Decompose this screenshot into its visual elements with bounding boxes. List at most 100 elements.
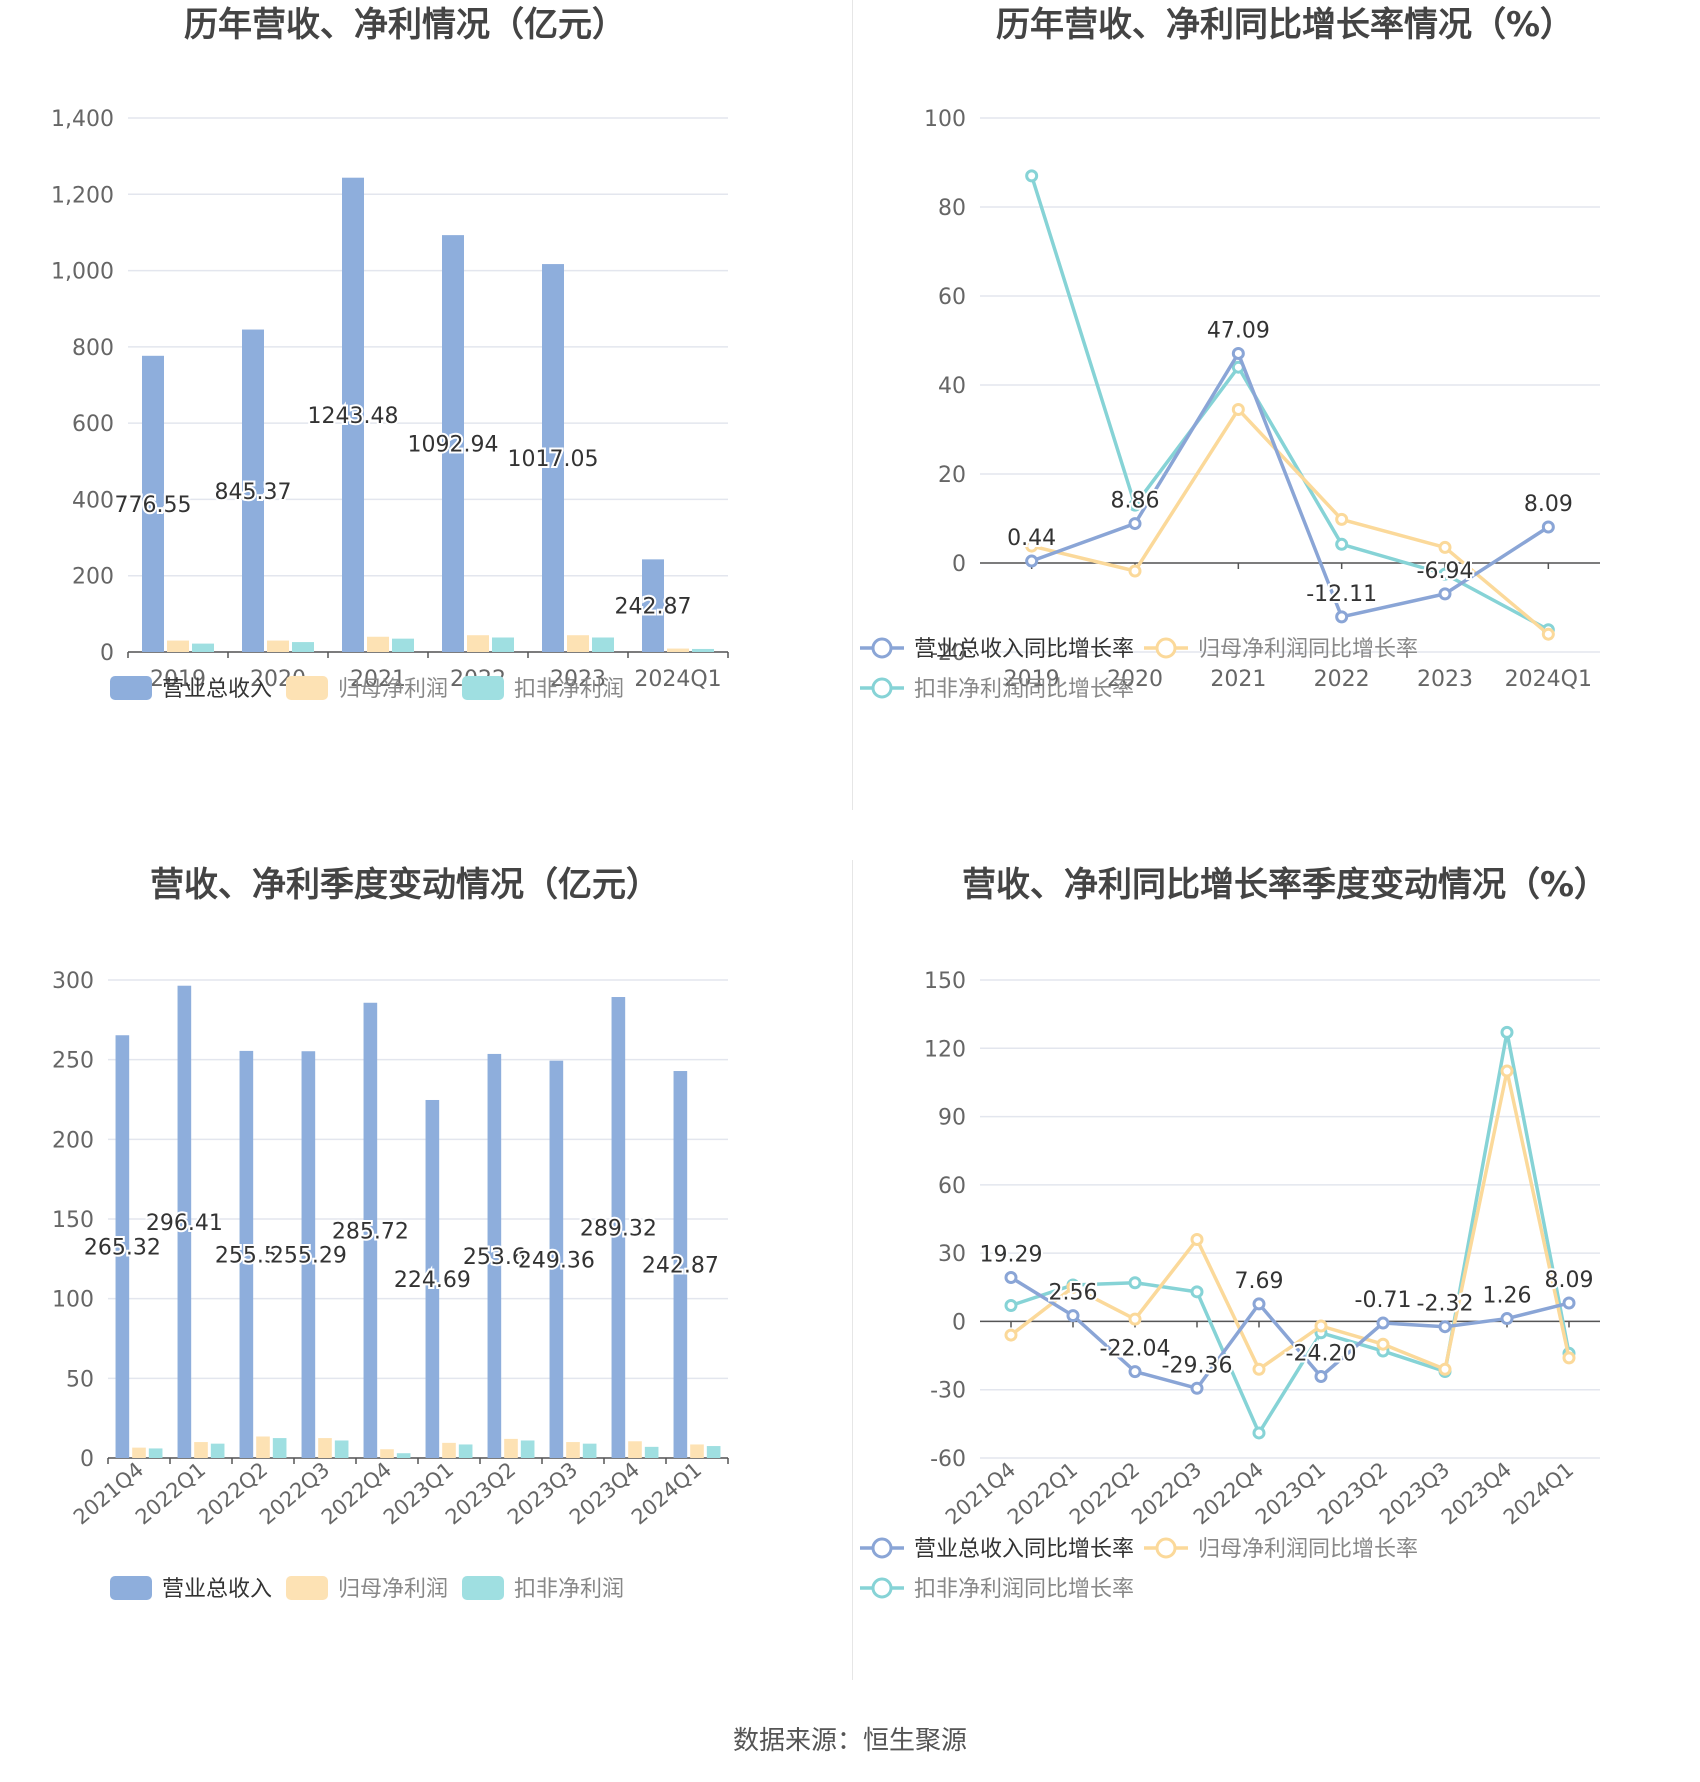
bar-net-profit [467, 635, 489, 652]
bar-deducted-profit [334, 1440, 349, 1458]
bar-net-profit [504, 1438, 518, 1458]
data-point [1376, 1337, 1390, 1351]
chart-svg: 历年营收、净利同比增长率情况（%） -20 0 20 40 60 80 100 2019 2020… [860, 5, 1600, 702]
y-tick-label: 50 [66, 1367, 94, 1392]
legend-label: 营业总收入同比增长率 [914, 637, 1134, 662]
y-tick-label: 20 [938, 463, 966, 488]
line-data-label: 2.56 [1049, 1281, 1098, 1306]
x-tick-label: 2020 [1107, 667, 1163, 692]
line-data-label: 8.09 [1545, 1268, 1594, 1293]
bar-revenue [549, 1060, 564, 1458]
bar-deducted-profit [148, 1448, 163, 1458]
data-point [1004, 1271, 1018, 1285]
y-tick-label: 1,200 [51, 183, 114, 208]
x-tick-label: 2022 [1314, 667, 1370, 692]
bar-revenue [611, 997, 626, 1458]
y-tick-label: 60 [938, 1174, 966, 1199]
bar-data-label: 242.87 [615, 595, 692, 620]
bar-revenue [425, 1099, 440, 1458]
annual-revenue-profit-chart: 历年营收、净利情况（亿元） 0 200 400 600 800 1,000 1,200 1,40… [0, 0, 840, 810]
x-tick-label: 2019 [150, 667, 206, 692]
legend-label: 归母净利润 [338, 1577, 448, 1602]
series-line-net-profit [1031, 406, 1550, 636]
bar-deducted-profit [210, 1443, 225, 1458]
y-tick-label: 300 [52, 969, 94, 994]
bar-revenue [239, 1050, 254, 1458]
legend-marker [1155, 1537, 1177, 1559]
bar-net-profit [318, 1438, 332, 1458]
legend-label: 扣非净利润 [514, 677, 624, 702]
line-data-label: 7.69 [1235, 1269, 1284, 1294]
bar-net-profit [667, 648, 689, 652]
y-tick-label: 0 [80, 1447, 94, 1472]
bar-deducted-profit [396, 1453, 411, 1458]
panel-divider-top [852, 0, 853, 810]
data-point [1252, 1426, 1266, 1440]
data-point [1500, 1312, 1514, 1326]
data-point [1438, 540, 1452, 554]
y-tick-label: 1,000 [51, 260, 114, 285]
annual-growth-rate-chart: 历年营收、净利同比增长率情况（%） -20 0 20 40 60 80 100 2019 2020… [860, 0, 1700, 810]
bar-net-profit [256, 1436, 270, 1458]
bar-net-profit [628, 1441, 642, 1458]
legend-label: 扣非净利润 [514, 1577, 624, 1602]
bar-deducted-profit [492, 637, 514, 652]
bar-net-profit [367, 636, 389, 652]
bar-deducted-profit [692, 648, 714, 652]
line-data-label: -12.11 [1306, 582, 1377, 607]
y-tick-label: 60 [938, 285, 966, 310]
legend-swatch-deducted-profit [462, 676, 504, 700]
bar-data-label: 255.29 [270, 1244, 347, 1269]
bar-data-label: 296.41 [146, 1211, 223, 1236]
bar-data-label: 1243.48 [308, 404, 399, 429]
data-point [1335, 610, 1349, 624]
y-tick-label: 80 [938, 196, 966, 221]
bar-revenue [673, 1071, 688, 1458]
bar-deducted-profit [292, 642, 314, 652]
data-point [1252, 1362, 1266, 1376]
data-point [1562, 1296, 1576, 1310]
bar-revenue [242, 329, 264, 652]
data-point [1128, 517, 1142, 531]
data-point [1438, 567, 1452, 581]
legend-marker [871, 1577, 893, 1599]
legend-swatch-net-profit [286, 1576, 328, 1600]
bar-net-profit [380, 1449, 394, 1458]
data-point [1438, 1320, 1452, 1334]
data-point [1025, 554, 1039, 568]
legend-label: 营业总收入同比增长率 [914, 1537, 1134, 1562]
data-point [1004, 1298, 1018, 1312]
line-data-label: 8.09 [1524, 492, 1573, 517]
bar-net-profit [267, 640, 289, 652]
quarterly-growth-rate-chart: 营收、净利同比增长率季度变动情况（%） -60 -30 0 30 60 90 120 150 20… [860, 860, 1700, 1680]
data-point [1231, 402, 1245, 416]
bar-net-profit [566, 1442, 580, 1458]
data-point [1004, 1328, 1018, 1342]
x-tick-label: 2024Q1 [627, 1457, 706, 1529]
line-data-label: 47.09 [1207, 318, 1270, 343]
y-tick-label: -20 [930, 641, 966, 666]
data-point [1252, 1297, 1266, 1311]
data-point [1025, 539, 1039, 553]
y-tick-label: 100 [924, 107, 966, 132]
y-tick-label: 90 [938, 1106, 966, 1131]
line-data-label: -0.71 [1355, 1288, 1412, 1313]
quarterly-revenue-profit-chart: 营收、净利季度变动情况（亿元） 0 50 100 150 200 250 300 2021Q4 2… [0, 860, 840, 1680]
data-point [1128, 564, 1142, 578]
data-point [1190, 1232, 1204, 1246]
bar-data-label: 289.32 [580, 1217, 657, 1242]
chart-svg: 营收、净利季度变动情况（亿元）0501001502002503002021Q42… [52, 865, 729, 1602]
y-tick-label: 0 [952, 1310, 966, 1335]
bar-net-profit [442, 1442, 456, 1458]
legend-label: 营业总收入 [162, 1577, 272, 1602]
data-point [1128, 1276, 1142, 1290]
y-tick-label: -30 [930, 1379, 966, 1404]
chart-title: 营收、净利同比增长率季度变动情况（%） [962, 865, 1608, 905]
line-data-label: -22.04 [1100, 1337, 1171, 1362]
y-tick-label: -60 [930, 1447, 966, 1472]
x-tick-label: 2023 [550, 667, 606, 692]
bar-deducted-profit [644, 1446, 659, 1458]
panel-divider-bottom [852, 860, 853, 1680]
bar-deducted-profit [272, 1438, 287, 1458]
y-tick-label: 200 [72, 565, 114, 590]
